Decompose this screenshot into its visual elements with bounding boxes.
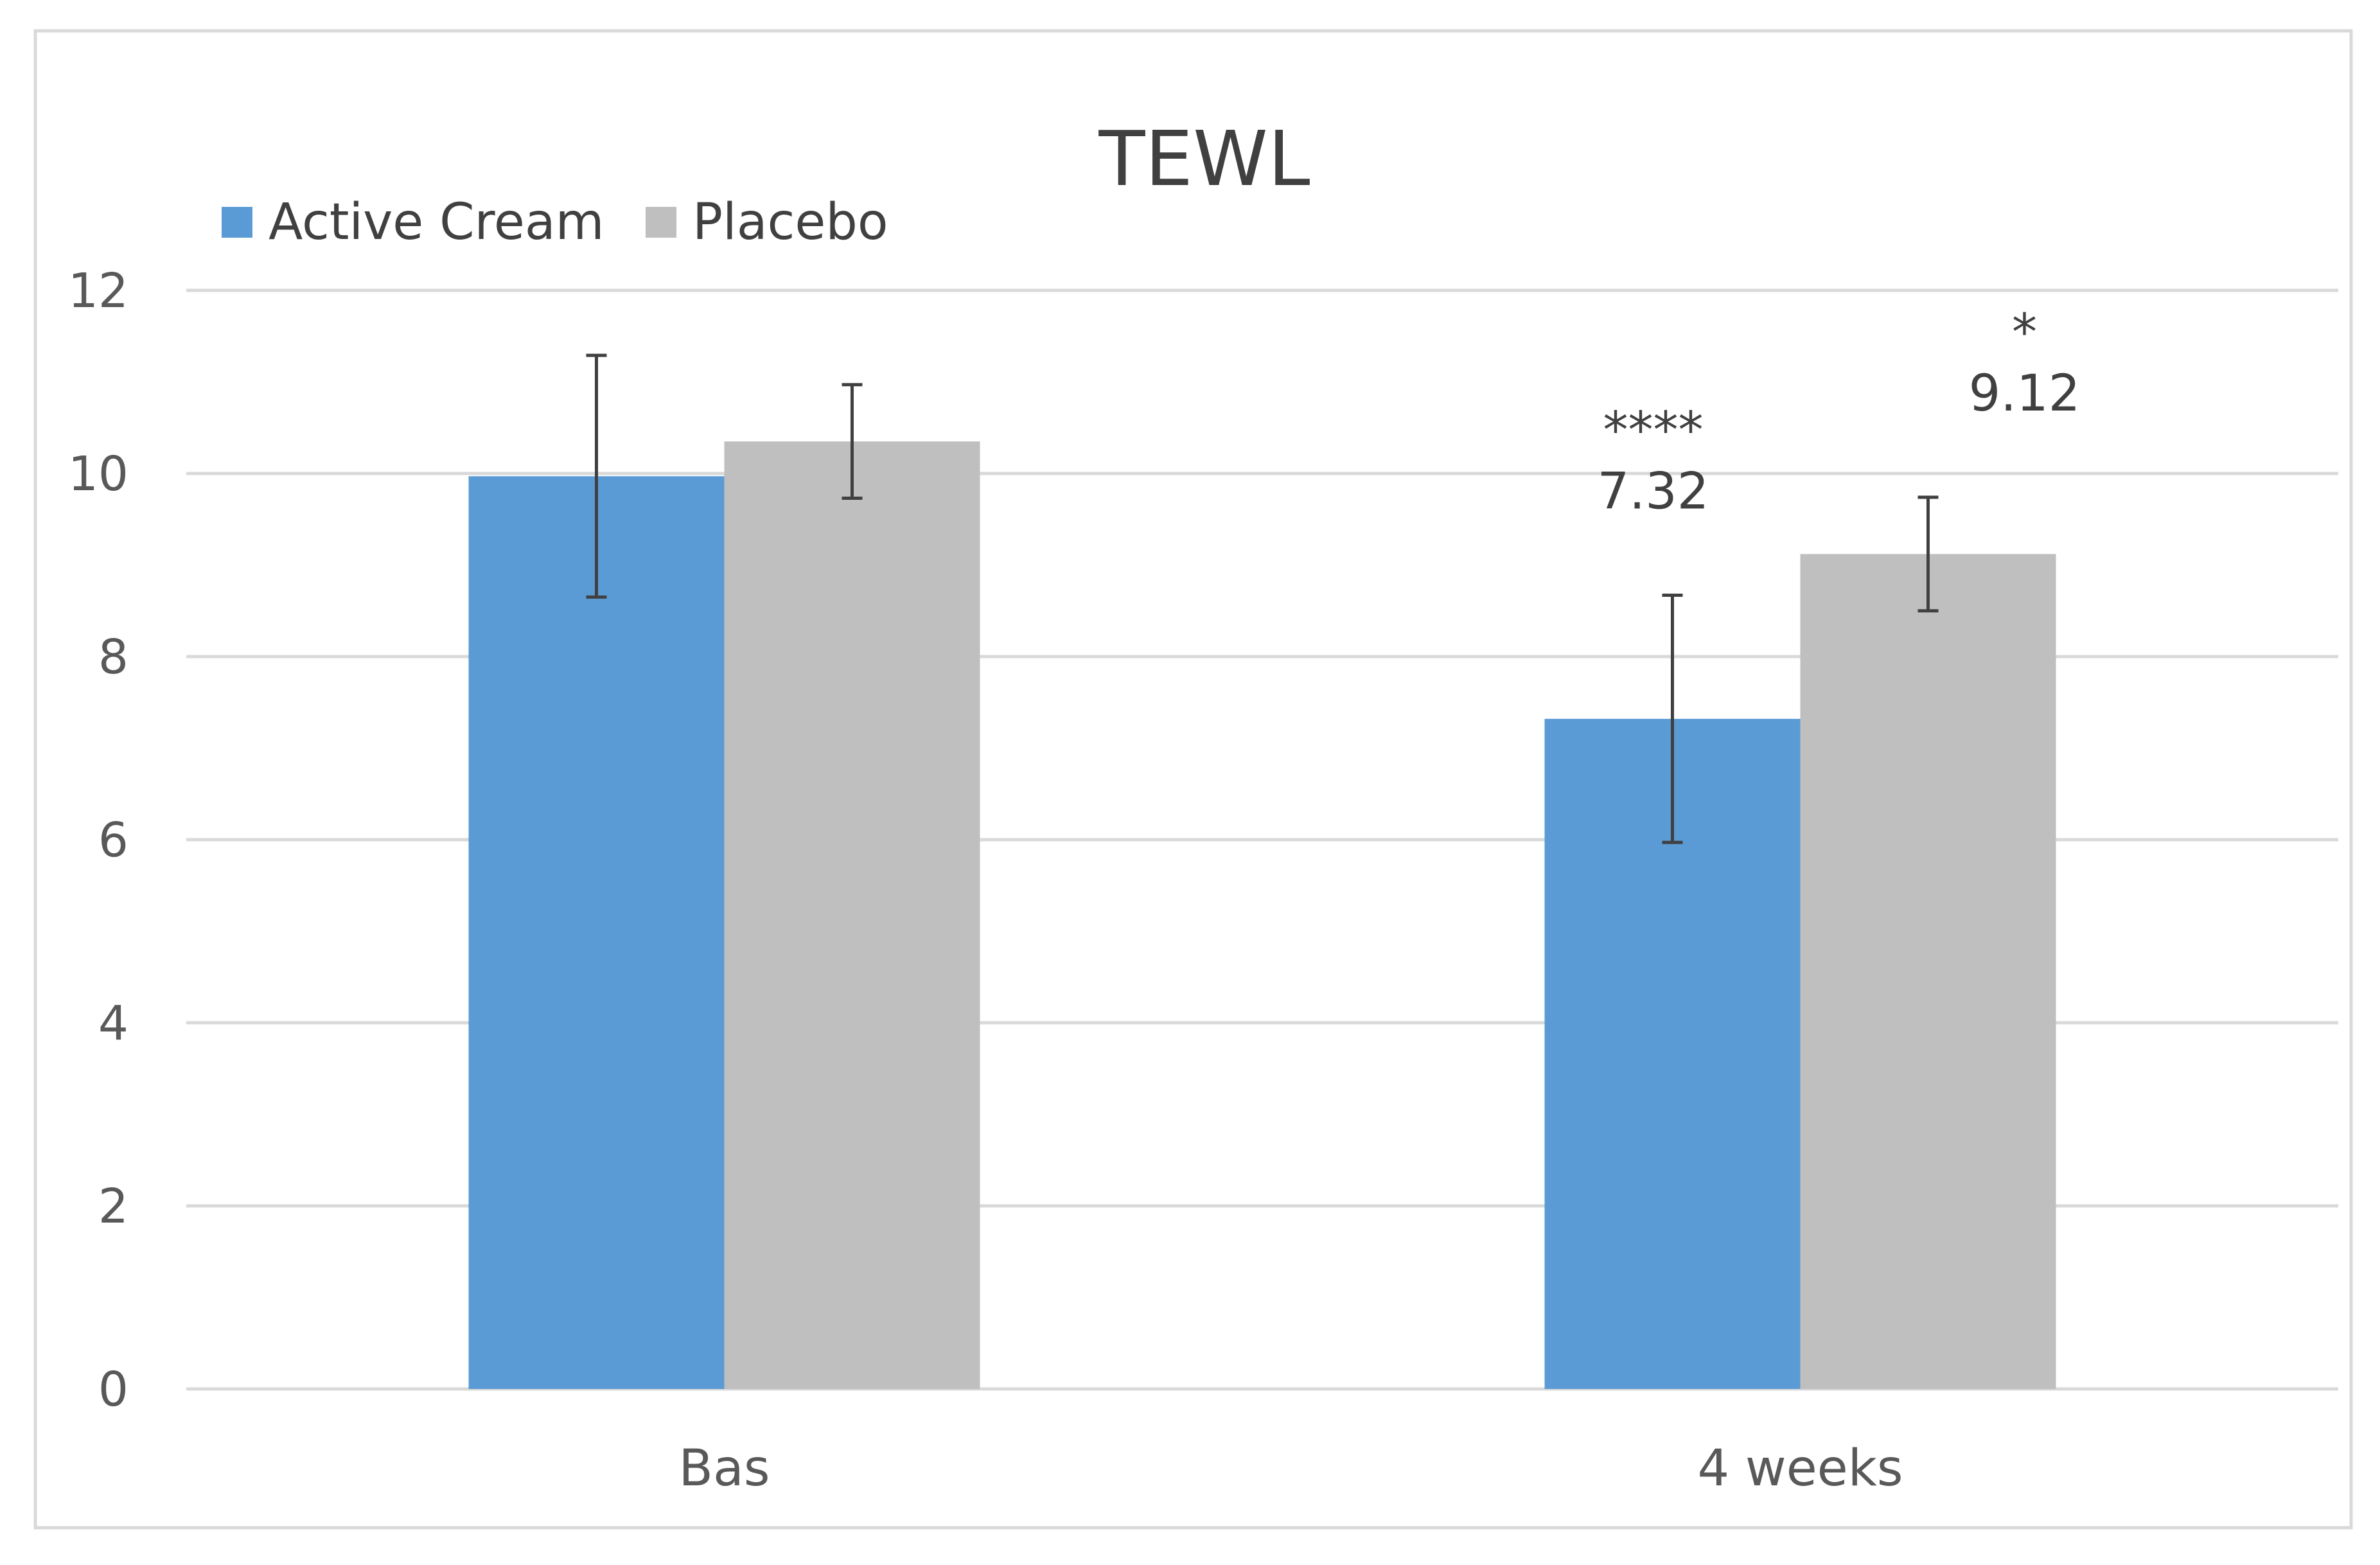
- y-tick-label-0: 0: [98, 1362, 128, 1417]
- legend: Active Cream Placebo: [222, 193, 888, 251]
- data-label-0-1: 7.32: [1598, 463, 1709, 521]
- y-tick-label-2: 2: [98, 1179, 128, 1234]
- bar-1-1: [1800, 554, 2056, 1389]
- legend-swatch-active-cream: [222, 207, 252, 238]
- y-tick-label-4: 4: [98, 996, 128, 1051]
- bar-1-0: [724, 441, 980, 1389]
- legend-label-active-cream: Active Cream: [269, 193, 604, 251]
- y-tick-label-12: 12: [68, 263, 128, 319]
- y-axis-ticks: 0 2 4 6 8 10 12: [68, 263, 128, 1417]
- y-tick-label-6: 6: [98, 813, 128, 868]
- significance-marker-1-1: *: [2012, 304, 2037, 362]
- legend-label-placebo: Placebo: [692, 193, 888, 251]
- chart-title: TEWL: [1098, 114, 1310, 203]
- bars: [468, 441, 2056, 1389]
- x-category-label-0: Bas: [679, 1440, 770, 1498]
- legend-swatch-placebo: [646, 207, 676, 238]
- data-labels: 7.32**** 9.12*: [1598, 304, 2081, 520]
- bar-0-0: [468, 476, 725, 1389]
- chart-border: [33, 29, 2353, 1530]
- x-category-label-1: 4 weeks: [1698, 1440, 1903, 1498]
- y-tick-label-8: 8: [98, 630, 128, 685]
- data-label-1-1: 9.12: [1969, 365, 2081, 423]
- x-axis-categories: Bas 4 weeks: [679, 1440, 1903, 1498]
- y-tick-label-10: 10: [68, 447, 128, 502]
- error-bars: [586, 353, 1939, 844]
- significance-marker-0-1: ****: [1603, 402, 1704, 460]
